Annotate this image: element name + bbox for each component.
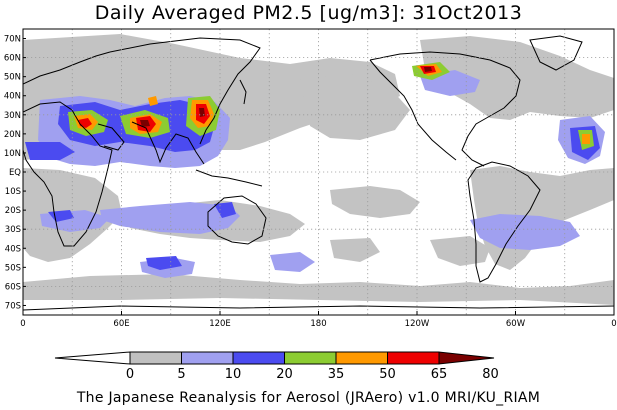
lat-tick-label: EQ: [9, 168, 21, 178]
lat-tick-label: 10S: [5, 187, 21, 197]
lon-tick-label: 0: [611, 319, 616, 329]
pm25-level-80-plus: [140, 67, 432, 127]
latitude-axis: 70N 60N 50N 40N 30N 20N 10N EQ 10S 20S 30S 40S 50S 60…: [4, 35, 26, 311]
colorbar-label: 20: [276, 367, 293, 382]
colorbar-swatch: [129, 351, 182, 365]
lat-tick-label: 40N: [4, 92, 21, 102]
lat-tick-label: 30N: [4, 111, 21, 121]
pm25-field: [23, 34, 614, 311]
colorbar-swatch: [284, 351, 337, 365]
lat-tick-label: 50S: [5, 263, 21, 273]
colorbar-label: 10: [225, 367, 242, 382]
lon-tick-label: 60W: [506, 319, 526, 329]
map-title: Daily Averaged PM2.5 [ug/m3]: 31Oct2013: [94, 2, 523, 24]
colorbar-label: 50: [379, 367, 396, 382]
lat-tick-label: 40S: [5, 244, 21, 254]
lat-tick-label: 30S: [5, 225, 21, 235]
colorbar-swatch-below-min: [54, 351, 131, 365]
lon-tick-label: 60E: [113, 319, 129, 329]
lat-tick-label: 70S: [5, 301, 21, 311]
footer-credit: The Japanese Reanalysis for Aerosol (JRA…: [76, 390, 541, 406]
colorbar-label: 35: [328, 367, 345, 382]
colorbar-swatch: [335, 351, 388, 365]
lat-tick-label: 70N: [4, 35, 21, 45]
lon-tick-label: 0: [20, 319, 25, 329]
lat-tick-label: 50N: [4, 73, 21, 83]
colorbar-label: 0: [126, 367, 134, 382]
colorbar-swatch: [387, 351, 440, 365]
lon-tick-label: 180: [310, 319, 326, 329]
lon-tick-label: 120E: [209, 319, 231, 329]
colorbar-label: 65: [431, 367, 448, 382]
colorbar-label: 80: [482, 367, 499, 382]
lon-tick-label: 120W: [405, 319, 430, 329]
colorbar-swatch-above-max: [438, 351, 495, 365]
lat-tick-label: 60N: [4, 54, 21, 64]
lat-tick-label: 10N: [4, 149, 21, 159]
lat-tick-label: 20S: [5, 206, 21, 216]
colorbar: 0 5 10 20 35 50 65 80: [54, 351, 499, 382]
coastlines: [23, 35, 614, 311]
longitude-axis: 0 60E 120E 180 120W 60W 0: [20, 311, 617, 329]
colorbar-swatch: [181, 351, 234, 365]
lat-tick-label: 20N: [4, 130, 21, 140]
colorbar-label: 5: [177, 367, 185, 382]
graticule: [23, 29, 614, 315]
colorbar-swatch: [232, 351, 285, 365]
lat-tick-label: 60S: [5, 282, 21, 292]
